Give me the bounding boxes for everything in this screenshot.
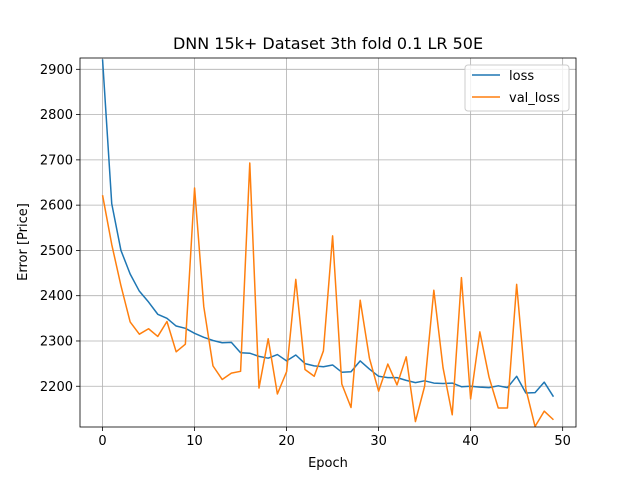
x-tick-label: 0 <box>98 434 106 449</box>
x-tick-label: 30 <box>370 434 387 449</box>
ticks: 0 10 20 30 40 50 2200 2300 2400 2500 2600 2700 2800 2… <box>40 63 571 449</box>
y-tick-label: 2800 <box>40 108 73 123</box>
plot-frame <box>79 57 577 428</box>
x-axis-label: Epoch <box>308 456 348 471</box>
y-tick-label: 2200 <box>40 380 73 395</box>
legend-box <box>464 64 570 112</box>
y-tick-label: 2400 <box>40 289 73 304</box>
x-tick-label: 10 <box>186 434 203 449</box>
series-line-loss <box>101 59 555 398</box>
legend-label-val-loss: val_loss <box>509 91 560 106</box>
series-layer <box>101 59 555 427</box>
y-tick-label: 2300 <box>40 334 73 349</box>
series-line-val-loss <box>101 162 554 427</box>
legend-label-loss: loss <box>509 69 534 84</box>
x-tick-label: 40 <box>462 434 479 449</box>
legend: loss val_loss <box>464 64 570 112</box>
x-tick-label: 50 <box>554 434 571 449</box>
y-tick-label: 2600 <box>40 199 73 214</box>
y-tick-label: 2500 <box>40 244 73 259</box>
x-tick-label: 20 <box>278 434 295 449</box>
chart-title: DNN 15k+ Dataset 3th fold 0.1 LR 50E <box>173 34 483 53</box>
y-tick-label: 2900 <box>40 63 73 78</box>
grid <box>80 58 576 427</box>
y-tick-label: 2700 <box>40 153 73 168</box>
y-axis-label: Error [Price] <box>16 203 31 281</box>
